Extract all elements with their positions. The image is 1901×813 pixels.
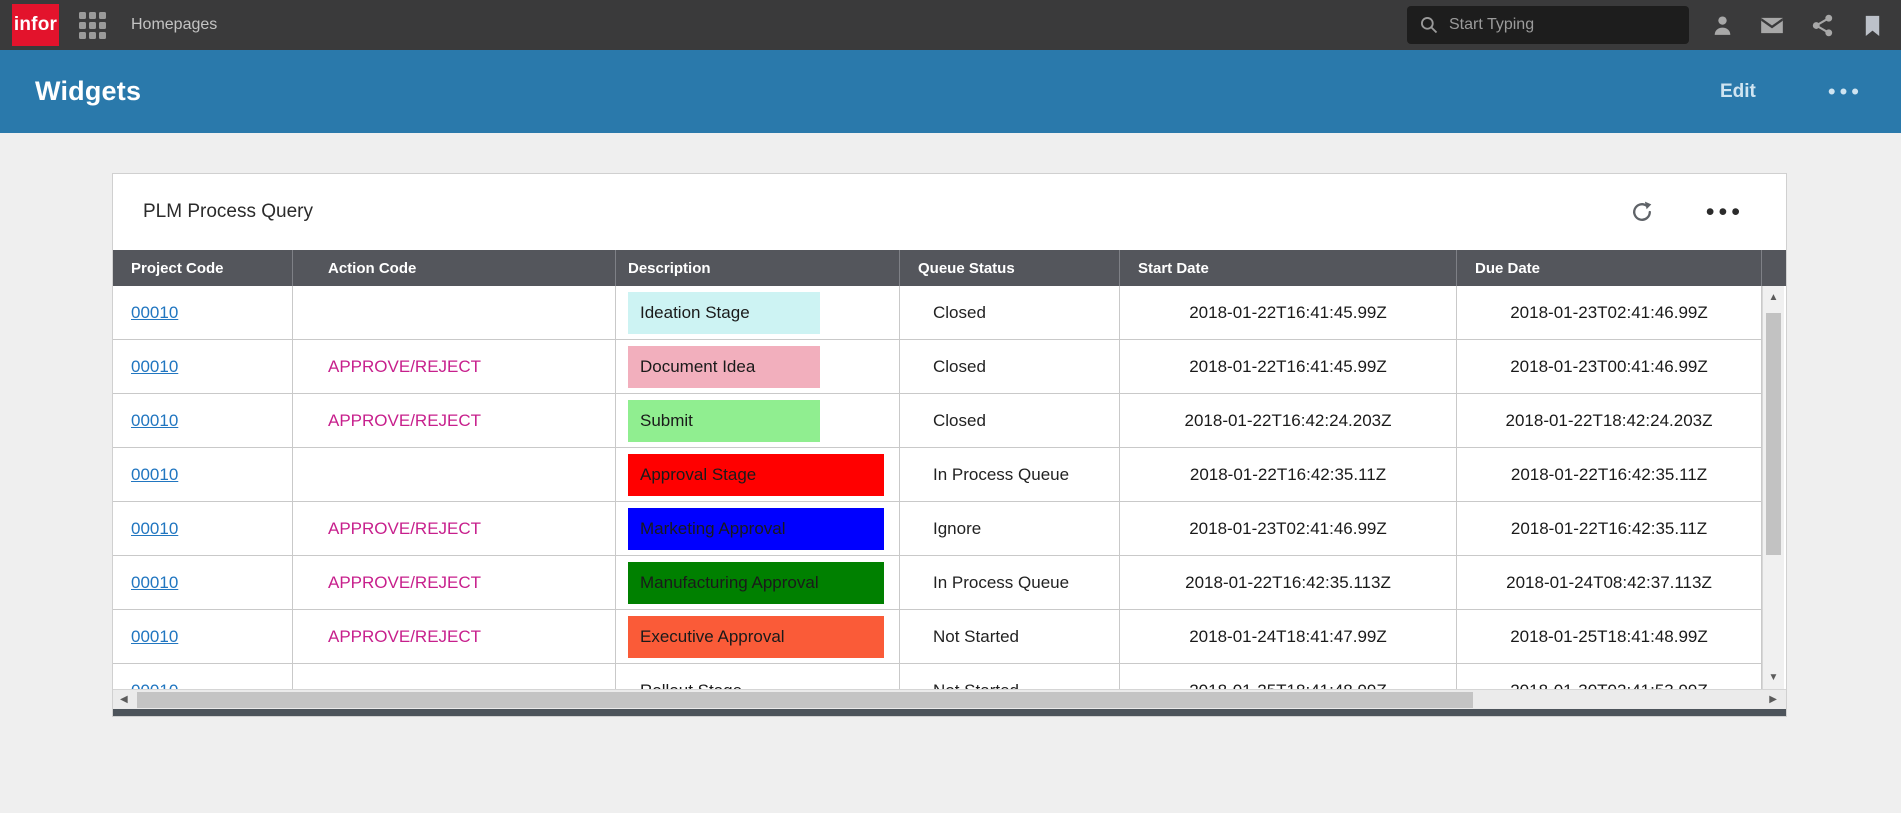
current-app-label[interactable]: Homepages: [131, 16, 218, 33]
action-code-text: APPROVE/REJECT: [328, 626, 482, 646]
queue-status-text: Not Started: [933, 626, 1019, 646]
table-row: 00010 APPROVE/REJECT Submit Closed 2018-…: [113, 394, 1762, 448]
description-chip: Approval Stage: [628, 453, 884, 496]
horizontal-scrollbar-thumb[interactable]: [137, 692, 1473, 708]
due-date-text: 2018-01-23T02:41:46.99Z: [1510, 302, 1708, 322]
action-code-text: APPROVE/REJECT: [328, 356, 482, 376]
column-header-description[interactable]: Description: [616, 250, 900, 286]
column-header-action-code[interactable]: Action Code: [293, 250, 616, 286]
widget-title: PLM Process Query: [143, 201, 313, 222]
description-chip: Submit: [628, 399, 820, 442]
table-header: Project Code Action Code Description Que…: [113, 250, 1786, 286]
column-header-start-date[interactable]: Start Date: [1120, 250, 1457, 286]
project-code-link[interactable]: 00010: [131, 410, 179, 430]
start-date-text: 2018-01-22T16:42:24.203Z: [1184, 410, 1392, 430]
vertical-scrollbar[interactable]: ▲ ▼: [1762, 286, 1784, 689]
start-date-text: 2018-01-24T18:41:47.99Z: [1189, 626, 1387, 646]
column-header-project-code[interactable]: Project Code: [113, 250, 293, 286]
page-title: Widgets: [35, 76, 142, 106]
description-chip: Ideation Stage: [628, 291, 820, 334]
global-search[interactable]: [1407, 6, 1689, 44]
queue-status-text: In Process Queue: [933, 572, 1070, 592]
start-date-text: 2018-01-25T18:41:48.99Z: [1189, 681, 1387, 690]
project-code-link[interactable]: 00010: [131, 681, 178, 690]
project-code-link[interactable]: 00010: [131, 464, 179, 484]
vertical-scrollbar-thumb[interactable]: [1766, 313, 1781, 555]
horizontal-scrollbar[interactable]: ◀ ▶: [113, 689, 1786, 709]
share-icon[interactable]: [1809, 12, 1835, 38]
due-date-text: 2018-01-30T02:41:53.99Z: [1510, 681, 1708, 690]
page-more-menu-button[interactable]: •••: [1827, 78, 1863, 104]
table-body: 00010 Ideation Stage Closed 2018-01-22T1…: [113, 286, 1762, 689]
edit-button[interactable]: Edit: [1720, 80, 1756, 102]
refresh-button[interactable]: [1630, 200, 1654, 224]
scroll-down-arrow-icon[interactable]: ▼: [1768, 672, 1779, 683]
table-row: 00010 APPROVE/REJECT Document Idea Close…: [113, 340, 1762, 394]
start-date-text: 2018-01-22T16:42:35.113Z: [1185, 572, 1391, 592]
infor-logo[interactable]: infor: [12, 4, 59, 46]
search-input[interactable]: [1449, 16, 1677, 34]
page-header: Widgets Edit •••: [0, 50, 1901, 133]
table-row: 00010 APPROVE/REJECT Marketing Approval …: [113, 502, 1762, 556]
description-chip: Executive Approval: [628, 615, 884, 658]
queue-status-text: Not Started: [933, 681, 1019, 690]
project-code-link[interactable]: 00010: [131, 572, 179, 592]
start-date-text: 2018-01-22T16:42:35.11Z: [1189, 464, 1387, 484]
description-chip: Manufacturing Approval: [628, 561, 884, 604]
table-row: 00010 Ideation Stage Closed 2018-01-22T1…: [113, 286, 1762, 340]
project-code-link[interactable]: 00010: [131, 626, 179, 646]
app-menu-grid-icon[interactable]: [77, 10, 107, 40]
scroll-left-arrow-icon[interactable]: ◀: [120, 694, 128, 705]
plm-process-query-widget: PLM Process Query ••• Project Code Actio…: [112, 173, 1787, 717]
action-code-text: APPROVE/REJECT: [328, 572, 482, 592]
scroll-right-arrow-icon[interactable]: ▶: [1769, 694, 1777, 705]
search-icon: [1421, 17, 1438, 34]
start-date-text: 2018-01-22T16:41:45.99Z: [1189, 356, 1387, 376]
queue-status-text: Closed: [933, 410, 986, 430]
queue-status-text: Closed: [933, 302, 986, 322]
bookmark-icon[interactable]: [1859, 12, 1885, 38]
project-code-link[interactable]: 00010: [131, 518, 179, 538]
table-row: 00010 APPROVE/REJECT Executive Approval …: [113, 610, 1762, 664]
queue-status-text: In Process Queue: [933, 464, 1070, 484]
action-code-text: APPROVE/REJECT: [328, 518, 482, 538]
project-code-link[interactable]: 00010: [131, 356, 179, 376]
description-chip: Marketing Approval: [628, 507, 884, 550]
due-date-text: 2018-01-23T00:41:46.99Z: [1510, 356, 1708, 376]
queue-status-text: Ignore: [933, 518, 982, 538]
start-date-text: 2018-01-23T02:41:46.99Z: [1189, 518, 1387, 538]
due-date-text: 2018-01-24T08:42:37.113Z: [1506, 572, 1712, 592]
table-row: 00010 Approval Stage In Process Queue 20…: [113, 448, 1762, 502]
action-code-text: APPROVE/REJECT: [328, 410, 482, 430]
top-navbar: infor Homepages: [0, 0, 1901, 50]
widget-more-menu-button[interactable]: •••: [1705, 197, 1744, 226]
start-date-text: 2018-01-22T16:41:45.99Z: [1189, 302, 1387, 322]
widget-bottom-edge: [113, 709, 1786, 716]
column-header-due-date[interactable]: Due Date: [1457, 250, 1762, 286]
queue-status-text: Closed: [933, 356, 986, 376]
due-date-text: 2018-01-25T18:41:48.99Z: [1510, 626, 1708, 646]
refresh-icon: [1632, 201, 1652, 221]
mail-icon[interactable]: [1759, 12, 1785, 38]
due-date-text: 2018-01-22T18:42:24.203Z: [1505, 410, 1713, 430]
due-date-text: 2018-01-22T16:42:35.11Z: [1510, 464, 1708, 484]
table-row: 00010 Rollout Stage Not Started 2018-01-…: [113, 664, 1762, 689]
project-code-link[interactable]: 00010: [131, 302, 179, 322]
scroll-up-arrow-icon[interactable]: ▲: [1768, 292, 1779, 303]
column-header-queue-status[interactable]: Queue Status: [900, 250, 1120, 286]
table-row: 00010 APPROVE/REJECT Manufacturing Appro…: [113, 556, 1762, 610]
description-chip: Document Idea: [628, 345, 820, 388]
due-date-text: 2018-01-22T16:42:35.11Z: [1510, 518, 1708, 538]
description-chip: Rollout Stage: [628, 670, 742, 690]
user-icon[interactable]: [1709, 12, 1735, 38]
widget-header: PLM Process Query •••: [113, 174, 1786, 250]
